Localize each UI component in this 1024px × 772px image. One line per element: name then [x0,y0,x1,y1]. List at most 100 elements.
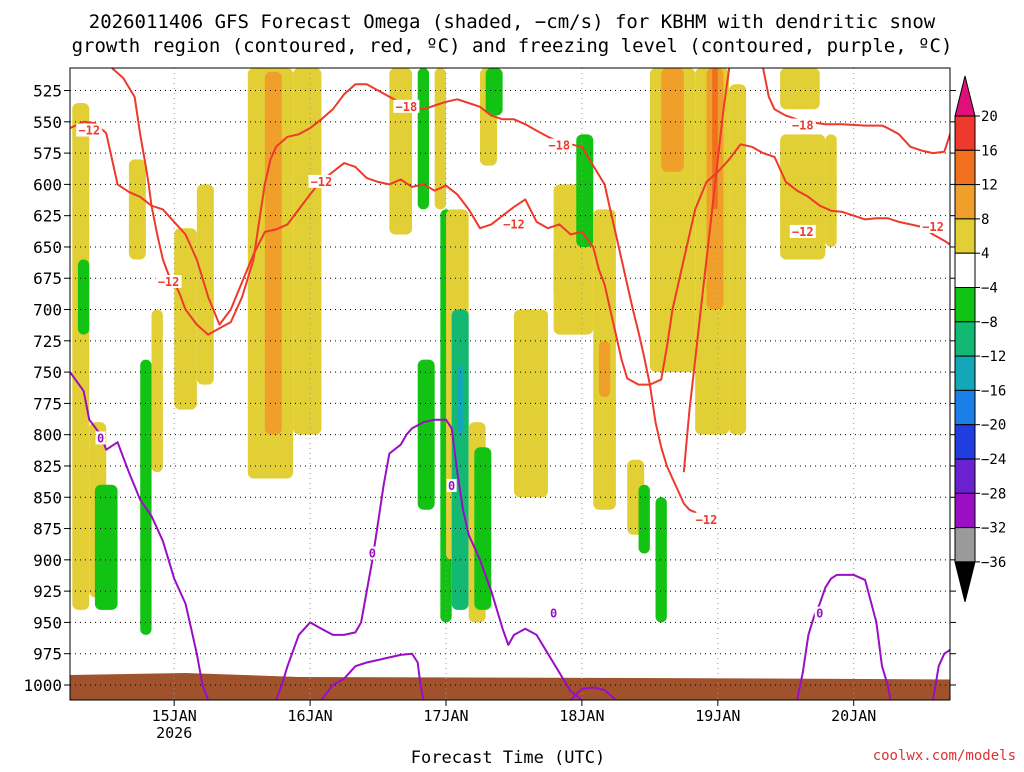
contour-label: −18 [396,100,418,114]
colorbar-swatch [954,527,976,563]
x-tick-label: 17JAN [423,707,468,725]
y-tick-label: 600 [33,175,62,194]
omega-shade-patch [598,340,611,398]
contour-label-bg [446,478,457,492]
y-tick-label: 575 [33,144,62,163]
contour-label-bg [693,512,720,526]
omega-shade-patch [780,134,826,260]
colorbar-label: 8 [981,212,989,228]
omega-shade-patch [990,68,1013,184]
omega-shade-patch [451,309,469,610]
y-tick-label: 875 [33,520,62,539]
omega-shade-patch [457,365,463,435]
y-tick-label: 650 [33,238,62,257]
chart-title-line-2: growth region (contoured, red, ºC) and f… [72,35,953,57]
y-tick-label: 725 [33,332,62,351]
contour-label-bg [814,606,825,620]
y-tick-label: 950 [33,613,62,632]
colorbar-swatch [954,458,976,494]
colorbar-label: 20 [981,109,998,125]
contour-label: −12 [311,175,333,189]
omega-shade-patch [417,359,435,510]
contour-label-bg [500,217,527,231]
contour-label-bg [95,431,106,445]
contour-label: 0 [369,547,376,561]
contour-label: −12 [78,124,100,138]
contour-line [275,418,583,700]
colorbar-label: −36 [981,555,1006,571]
colorbar-swatch [954,424,976,460]
colorbar-swatch [954,115,976,151]
colorbar-label: −16 [981,383,1006,399]
colorbar-label: 16 [981,143,998,159]
omega-shade-patch [128,159,146,260]
contour-line [569,686,617,700]
omega-shade-patch [151,309,163,473]
contour-line [320,652,425,700]
contour-label-bg [155,275,182,289]
contour-label: 0 [448,479,455,493]
colorbar-label: −28 [981,486,1006,502]
y-tick-label: 675 [33,269,62,288]
colorbar: 20 16 12 8 4 −4 −8 −12 −16 −20 −24 −28 −32 −36 [954,75,1006,603]
omega-shade-patch [638,484,650,554]
omega-shade-patch [780,68,820,110]
omega-shade-patch [474,447,492,610]
contour-label: −12 [922,220,944,234]
contour-line [70,120,950,386]
colorbar-swatch [954,218,976,254]
contour-label: −12 [696,513,718,527]
y-tick-label: 700 [33,301,62,320]
y-tick-label: 750 [33,363,62,382]
plot-frame [69,67,951,701]
omega-shade-patch [655,497,667,623]
y-tick-label: 925 [33,582,62,601]
credit-text: coolwx.com/models [873,748,1016,764]
colorbar-swatch [954,252,976,288]
contour-label-bg [548,606,559,620]
contour-label: 0 [816,607,823,621]
contour-line [1001,683,1024,701]
y-tick-label: 800 [33,426,62,445]
contour-line [682,68,731,473]
x-tick-label: 15JAN [152,707,197,725]
omega-shade-patch [293,68,322,435]
y-tick-label: 775 [33,394,62,413]
colorbar-label: −32 [981,521,1006,537]
chart-title-line-1: 2026011406 GFS Forecast Omega (shaded, −… [89,11,936,33]
colorbar-label: −12 [981,349,1006,365]
colorbar-swatch [954,321,976,357]
contour-label: −18 [792,119,814,133]
omega-shade-patch [174,228,197,410]
contour-line [70,371,210,700]
contour-label: 0 [550,607,557,621]
contour-label-bg [546,138,573,152]
omega-shade-patch [94,484,118,610]
contour-label-bg [308,174,335,188]
omega-shade-patch [825,134,837,247]
contour-line [796,573,892,700]
contour-label: −12 [503,217,525,231]
colorbar-label: 4 [981,246,989,262]
x-tick-label: 16JAN [288,707,333,725]
colorbar-swatch [954,355,976,391]
omega-shade-patch [729,84,747,435]
y-tick-label: 625 [33,207,62,226]
contour-label-bg [1007,502,1017,515]
colorbar-label: −24 [981,452,1006,468]
omega-shade-patch [389,68,413,235]
colorbar-swatch [954,184,976,220]
omega-shade-patch [661,68,684,172]
omega-shade-patch [77,259,90,335]
x-tick-label: 20JAN [831,707,876,725]
contour-label-bg [393,99,420,113]
y-tick-label: 525 [33,82,62,101]
colorbar-label: −20 [981,418,1006,434]
terrain-surface [70,672,950,700]
y-tick-label: 825 [33,457,62,476]
contour-label-bg [789,118,816,132]
